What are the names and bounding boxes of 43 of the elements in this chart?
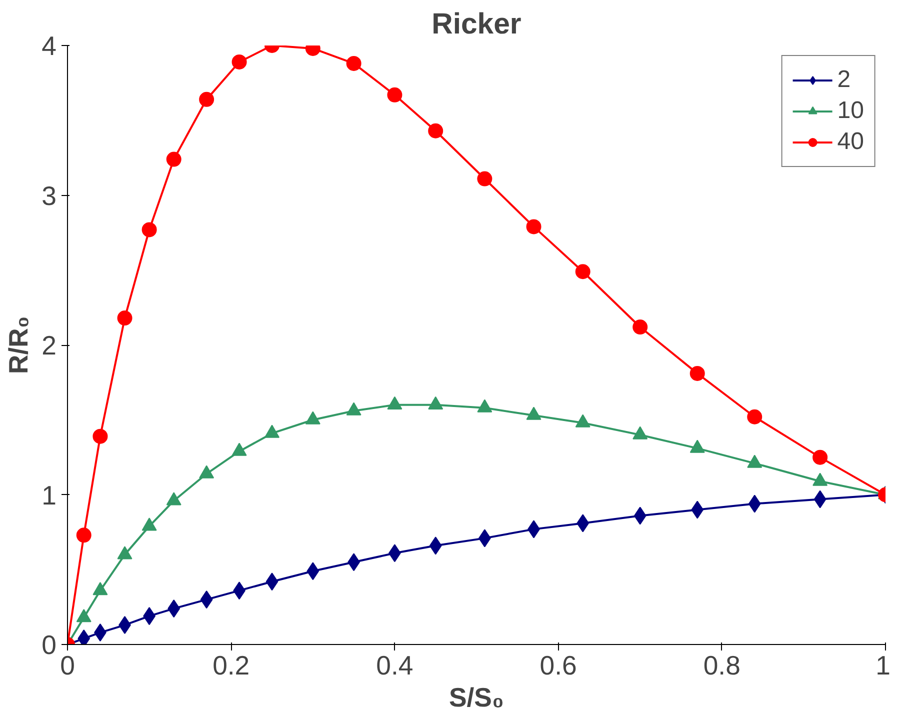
point bbox=[306, 562, 320, 580]
x-tick-label: 0.8 bbox=[703, 650, 740, 680]
point bbox=[166, 152, 182, 167]
legend-label: 2 bbox=[837, 66, 852, 94]
x-tick-label: 0.6 bbox=[540, 650, 577, 680]
point bbox=[748, 494, 761, 513]
y-tick-label: 2 bbox=[42, 330, 57, 360]
point bbox=[429, 536, 442, 555]
point bbox=[232, 54, 247, 70]
point bbox=[691, 500, 704, 519]
point bbox=[200, 590, 213, 609]
point bbox=[747, 409, 762, 424]
point bbox=[76, 528, 92, 543]
point bbox=[690, 366, 705, 381]
point bbox=[346, 56, 362, 71]
point bbox=[92, 428, 108, 444]
y-tick-label: 4 bbox=[42, 31, 57, 61]
legend-label: 10 bbox=[837, 97, 864, 125]
chart-title: Ricker bbox=[432, 8, 522, 40]
x-axis-title: S/S₀ bbox=[449, 682, 504, 712]
point bbox=[266, 572, 278, 591]
point bbox=[428, 123, 444, 138]
y-tick-label: 0 bbox=[42, 630, 57, 660]
point bbox=[526, 219, 542, 234]
point bbox=[634, 506, 646, 525]
point bbox=[142, 222, 157, 238]
point bbox=[576, 514, 590, 532]
point bbox=[168, 600, 180, 618]
point bbox=[632, 320, 648, 335]
point bbox=[387, 87, 402, 102]
x-tick-label: 0.2 bbox=[212, 650, 250, 680]
x-tick-label: 0.4 bbox=[376, 650, 414, 680]
point bbox=[575, 264, 590, 280]
point bbox=[812, 450, 828, 465]
point bbox=[199, 92, 214, 107]
y-tick-label: 3 bbox=[42, 180, 57, 211]
point bbox=[477, 171, 492, 186]
y-axis-title: R/R₀ bbox=[4, 316, 34, 374]
y-tick-label: 1 bbox=[42, 480, 57, 510]
legend-label: 40 bbox=[837, 128, 864, 156]
x-tick-label: 1 bbox=[876, 650, 891, 680]
point bbox=[117, 310, 132, 326]
point bbox=[814, 490, 826, 508]
